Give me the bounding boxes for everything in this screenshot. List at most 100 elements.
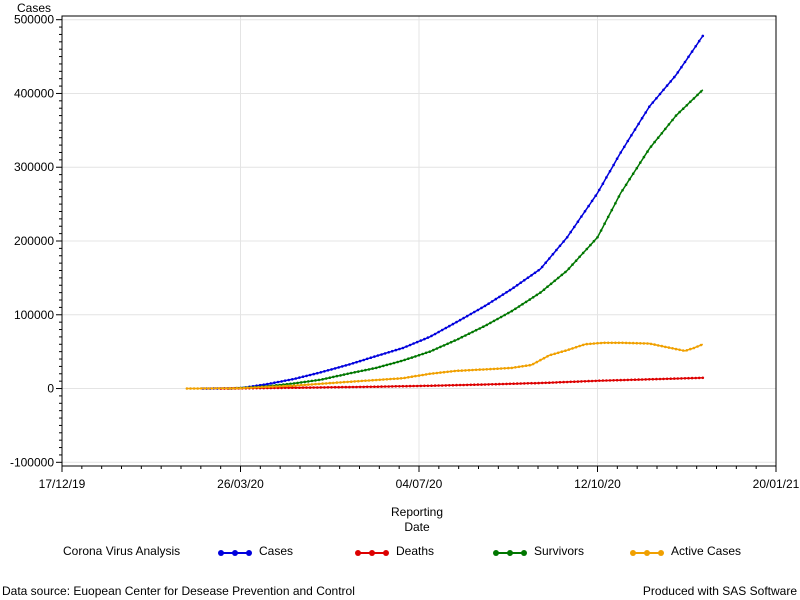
point-survivors bbox=[542, 288, 546, 292]
point-survivors bbox=[332, 375, 335, 379]
point-survivors bbox=[432, 348, 435, 352]
point-deaths bbox=[505, 382, 508, 386]
point-survivors bbox=[514, 307, 517, 311]
legend: Corona Virus Analysis Cases Deaths Survi… bbox=[0, 542, 800, 562]
point-deaths bbox=[355, 385, 358, 389]
point-survivors bbox=[606, 215, 610, 219]
point-deaths bbox=[291, 386, 294, 390]
point-cases bbox=[644, 111, 647, 114]
point-deaths bbox=[473, 383, 476, 387]
point-survivors bbox=[642, 155, 646, 159]
point-cases bbox=[576, 220, 580, 223]
point-survivors bbox=[457, 337, 460, 341]
point-survivors bbox=[635, 166, 639, 170]
point-survivors bbox=[471, 330, 474, 334]
y-tick-label: -100000 bbox=[10, 455, 54, 469]
point-deaths bbox=[323, 386, 326, 389]
point-active-cases bbox=[389, 377, 392, 381]
point-deaths bbox=[662, 377, 665, 381]
point-survivors bbox=[296, 381, 299, 385]
point-cases bbox=[676, 71, 680, 74]
point-active-cases bbox=[192, 387, 196, 390]
point-deaths bbox=[401, 384, 405, 388]
point-active-cases bbox=[449, 370, 453, 373]
point-cases bbox=[626, 139, 630, 143]
point-active-cases bbox=[407, 376, 410, 379]
point-survivors bbox=[399, 359, 403, 363]
point-cases bbox=[440, 328, 444, 332]
point-cases bbox=[619, 151, 622, 154]
point-survivors bbox=[289, 382, 292, 386]
point-survivors bbox=[449, 340, 453, 344]
point-cases bbox=[380, 353, 383, 356]
x-tick-label: 12/10/20 bbox=[574, 477, 621, 491]
point-active-cases bbox=[414, 374, 417, 378]
point-active-cases bbox=[349, 380, 353, 384]
point-active-cases bbox=[235, 386, 239, 390]
point-active-cases bbox=[257, 386, 260, 389]
point-active-cases bbox=[457, 369, 460, 373]
footnote-produced-with: Produced with SAS Software bbox=[642, 584, 797, 598]
point-cases bbox=[294, 377, 298, 380]
point-deaths bbox=[316, 386, 319, 389]
point-active-cases bbox=[328, 381, 332, 385]
legend-title: Corona Virus Analysis bbox=[63, 544, 181, 558]
point-survivors bbox=[464, 334, 467, 337]
series-markers-deaths bbox=[219, 376, 705, 390]
point-deaths bbox=[533, 381, 537, 385]
point-survivors bbox=[310, 379, 314, 383]
point-active-cases bbox=[332, 381, 335, 385]
x-axis-title-line-1: Reporting bbox=[391, 505, 443, 519]
point-survivors bbox=[531, 296, 535, 299]
point-active-cases bbox=[585, 342, 589, 346]
point-survivors bbox=[407, 357, 410, 361]
point-active-cases bbox=[410, 375, 414, 379]
point-active-cases bbox=[599, 341, 603, 345]
point-active-cases bbox=[467, 368, 471, 372]
point-active-cases bbox=[507, 366, 510, 370]
point-survivors bbox=[485, 323, 489, 327]
point-cases bbox=[519, 281, 522, 285]
point-deaths bbox=[701, 376, 705, 380]
point-deaths bbox=[612, 379, 615, 382]
point-active-cases bbox=[617, 341, 621, 345]
point-survivors bbox=[685, 104, 689, 107]
point-survivors bbox=[535, 293, 539, 297]
point-active-cases bbox=[656, 344, 660, 347]
point-survivors bbox=[299, 381, 303, 384]
point-cases bbox=[412, 342, 415, 345]
point-deaths bbox=[337, 385, 341, 389]
point-deaths bbox=[465, 383, 469, 387]
point-active-cases bbox=[199, 387, 203, 390]
point-survivors bbox=[521, 302, 524, 306]
point-survivors bbox=[592, 239, 596, 243]
point-cases bbox=[583, 210, 587, 213]
point-cases bbox=[373, 355, 376, 358]
point-active-cases bbox=[503, 367, 507, 370]
point-active-cases bbox=[185, 387, 189, 390]
point-deaths bbox=[498, 382, 501, 386]
point-survivors bbox=[367, 368, 371, 371]
point-deaths bbox=[387, 385, 391, 388]
point-deaths bbox=[276, 386, 280, 390]
point-survivors bbox=[314, 379, 317, 382]
point-survivors bbox=[374, 366, 378, 370]
point-active-cases bbox=[339, 381, 342, 384]
point-cases bbox=[533, 271, 537, 275]
point-active-cases bbox=[614, 341, 617, 345]
point-deaths bbox=[369, 385, 373, 389]
point-cases bbox=[580, 215, 583, 218]
point-active-cases bbox=[482, 368, 485, 371]
point-survivors bbox=[639, 161, 642, 164]
point-active-cases bbox=[221, 387, 224, 390]
point-survivors bbox=[403, 358, 407, 362]
point-survivors bbox=[674, 114, 678, 117]
point-cases bbox=[562, 240, 565, 243]
point-deaths bbox=[455, 383, 458, 387]
point-deaths bbox=[330, 386, 333, 389]
point-survivors bbox=[510, 309, 514, 313]
point-deaths bbox=[383, 385, 387, 388]
point-deaths bbox=[558, 380, 562, 384]
point-deaths bbox=[669, 377, 672, 381]
point-deaths bbox=[283, 386, 287, 390]
